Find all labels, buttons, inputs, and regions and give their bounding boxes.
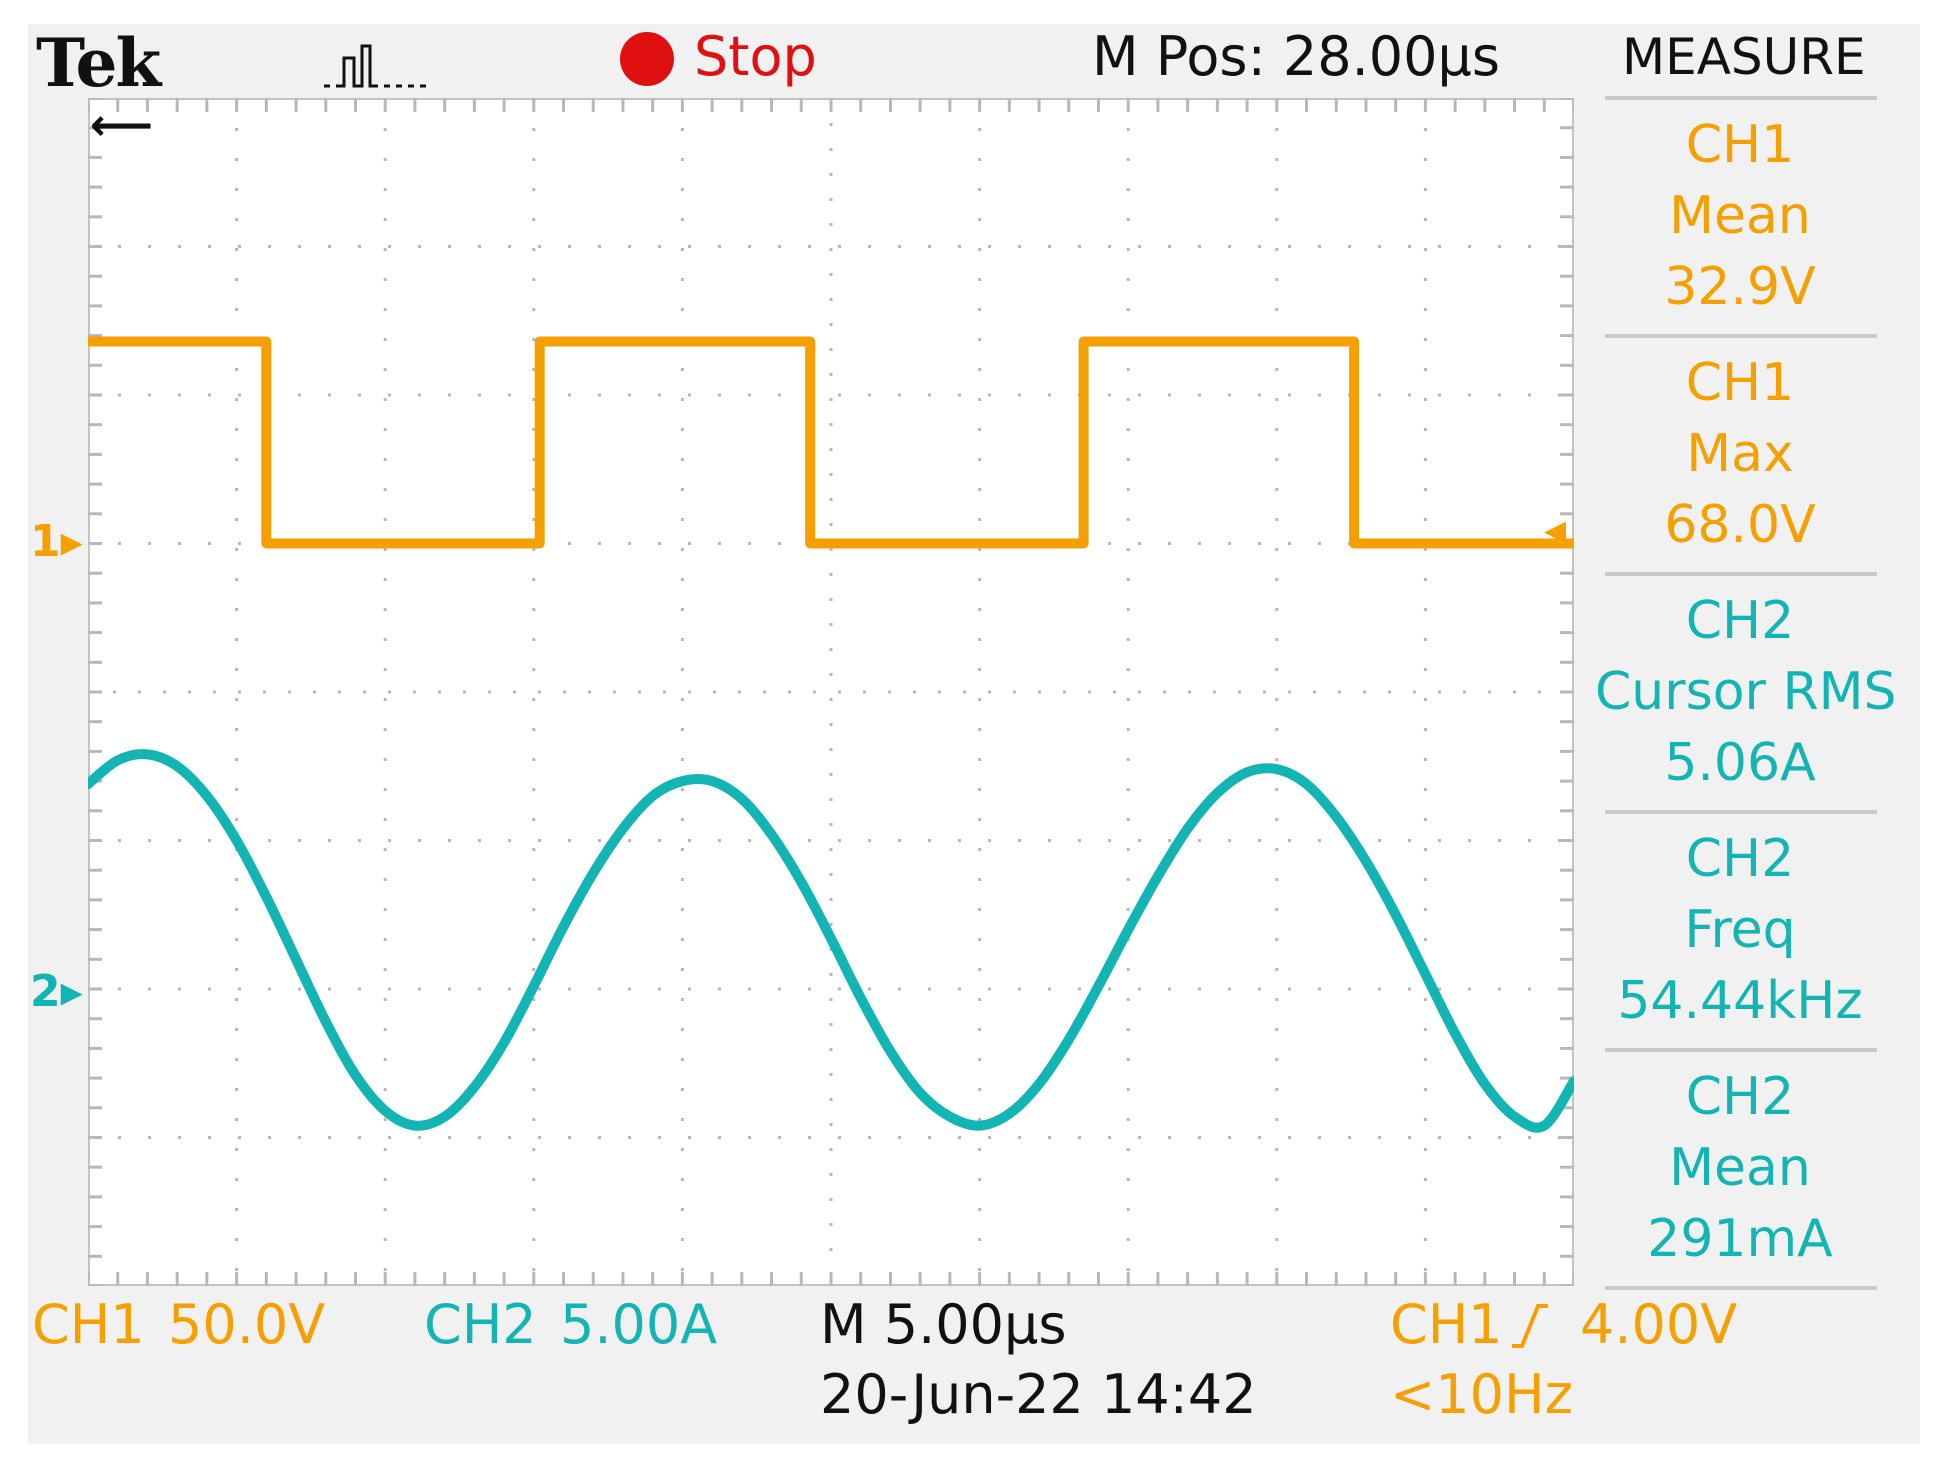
run-state-label: Stop — [694, 25, 817, 88]
brand-logo: Tek — [36, 24, 161, 102]
menu-divider — [1605, 96, 1877, 100]
stop-indicator-icon — [620, 32, 674, 86]
ch1-label: CH1 — [32, 1293, 145, 1356]
measurement-type: Cursor RMS — [1595, 662, 1897, 722]
menu-divider — [1605, 572, 1877, 576]
waveform-display[interactable] — [88, 98, 1574, 1286]
rising-edge-trigger-icon — [1508, 1300, 1552, 1350]
measurement-channel: CH1 — [1685, 353, 1795, 413]
acquisition-pulse-icon — [322, 34, 432, 92]
ch2-trace — [88, 749, 1574, 1133]
measurement-channel: CH1 — [1685, 115, 1795, 175]
measurement-channel: CH2 — [1685, 829, 1795, 889]
ch1-scale: 50.0V — [168, 1293, 326, 1356]
trigger-frequency: <10Hz — [1390, 1363, 1573, 1426]
menu-divider — [1605, 334, 1877, 338]
date-time-readout: 20-Jun-22 14:42 — [820, 1363, 1257, 1426]
ch2-marker-label: 2 — [30, 966, 61, 1017]
measurement-type: Mean — [1669, 1138, 1811, 1198]
ch1-marker-label: 1 — [30, 516, 61, 567]
measurement-value: 291mA — [1647, 1209, 1833, 1269]
measure-menu-title[interactable]: MEASURE — [1622, 28, 1866, 86]
ch1-ground-marker[interactable]: 1▸ — [30, 516, 83, 567]
ch1-trace — [88, 336, 1574, 549]
measurement-channel: CH2 — [1685, 591, 1795, 651]
measurement-5[interactable]: CH2 Mean 291mA — [1595, 1062, 1885, 1275]
graticule-border — [88, 98, 1574, 1286]
horizontal-position-readout: M Pos: 28.00µs — [1092, 25, 1501, 88]
measurement-2[interactable]: CH1 Max 68.0V — [1595, 348, 1885, 561]
measurement-value: 32.9V — [1664, 257, 1816, 317]
menu-divider — [1605, 1286, 1877, 1290]
measurement-type: Max — [1686, 424, 1794, 484]
measurement-3[interactable]: CH2 Cursor RMS 5.06A — [1595, 586, 1897, 799]
measurement-4[interactable]: CH2 Freq 54.44kHz — [1595, 824, 1885, 1037]
horizontal-position-marker-icon: ⟵ — [90, 100, 154, 151]
menu-divider — [1605, 810, 1877, 814]
measurement-channel: CH2 — [1685, 1067, 1795, 1127]
ch2-label: CH2 — [424, 1293, 537, 1356]
measurement-1[interactable]: CH1 Mean 32.9V — [1595, 110, 1885, 323]
measurement-type: Mean — [1669, 186, 1811, 246]
ch1-waveform — [88, 336, 1574, 549]
trigger-level-marker-icon[interactable]: ◂ — [1544, 504, 1567, 555]
trigger-source: CH1 — [1390, 1293, 1503, 1356]
ch2-ground-marker[interactable]: 2▸ — [30, 966, 83, 1017]
trigger-level: 4.00V — [1580, 1293, 1738, 1356]
menu-divider — [1605, 1048, 1877, 1052]
measurement-value: 68.0V — [1664, 495, 1816, 555]
graticule-grid — [88, 98, 1574, 1286]
measurement-value: 54.44kHz — [1617, 971, 1863, 1031]
timebase-readout: M 5.00µs — [820, 1293, 1067, 1356]
ch2-scale: 5.00A — [560, 1293, 718, 1356]
measurement-value: 5.06A — [1664, 733, 1816, 793]
measurement-type: Freq — [1684, 900, 1796, 960]
